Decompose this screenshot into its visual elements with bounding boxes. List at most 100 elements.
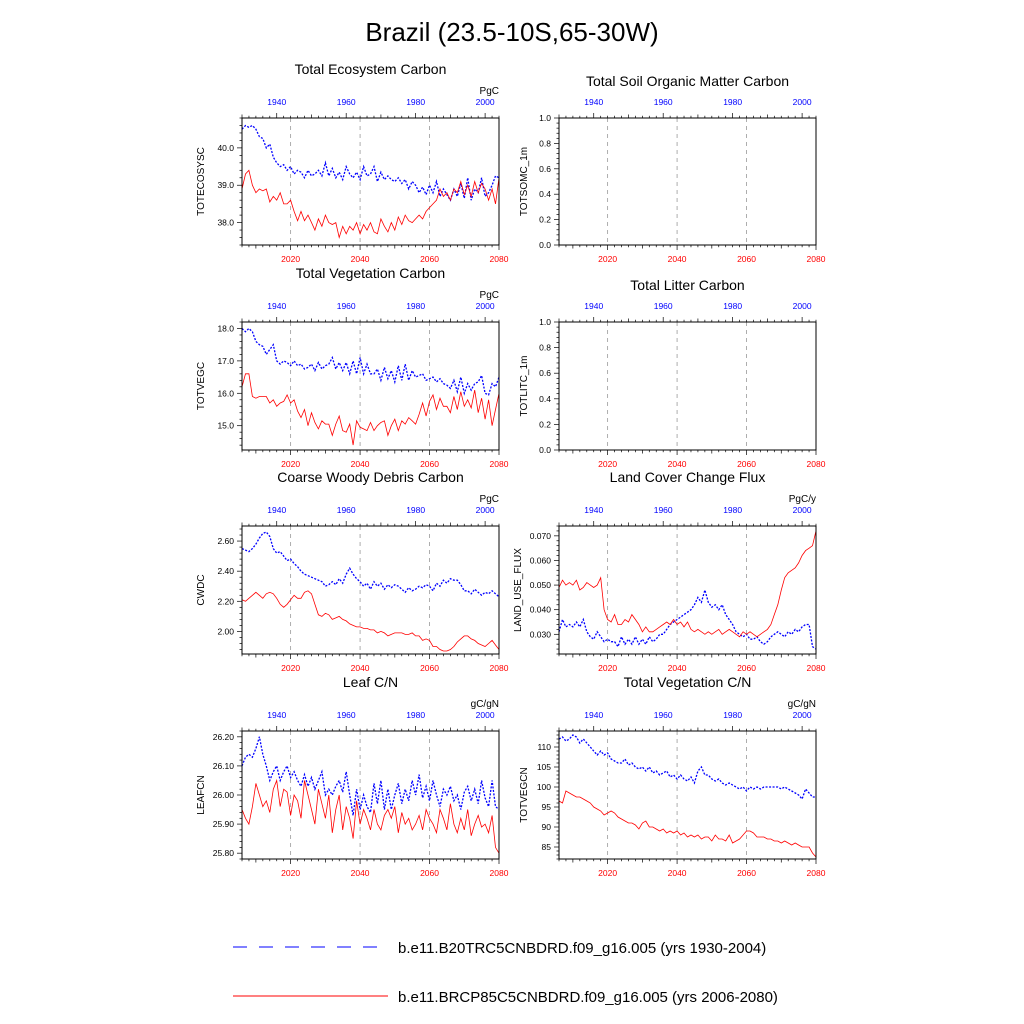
x-bottom-tick-label: 2060 [737, 459, 756, 469]
x-bottom-tick-label: 2080 [807, 663, 826, 673]
series-line-historical [241, 531, 500, 598]
x-bottom-tick-label: 2080 [807, 459, 826, 469]
panel-title: Total Soil Organic Matter Carbon [586, 73, 789, 89]
y-tick-label: 16.0 [217, 388, 234, 398]
x-bottom-tick-label: 2060 [420, 663, 439, 673]
panel-title: Coarse Woody Debris Carbon [277, 469, 464, 485]
x-top-tick-label: 1960 [654, 97, 673, 107]
x-bottom-tick-label: 2020 [281, 459, 300, 469]
y-tick-label: 0.8 [539, 138, 551, 148]
series-line-historical [558, 734, 816, 801]
x-top-tick-label: 2000 [793, 710, 812, 720]
panel-units: PgC/y [789, 494, 816, 505]
panel-units: PgC [480, 494, 499, 505]
panel-title: Land Cover Change Flux [610, 469, 766, 485]
y-tick-label: 2.20 [217, 596, 234, 606]
panel-title: Total Vegetation Carbon [296, 265, 445, 281]
y-tick-label: 0.6 [539, 164, 551, 174]
y-tick-label: 2.60 [217, 536, 234, 546]
x-bottom-tick-label: 2020 [598, 459, 617, 469]
legend: b.e11.B20TRC5CNBDRD.f09_g16.005 (yrs 193… [233, 940, 778, 1006]
y-tick-label: 15.0 [217, 421, 234, 431]
x-top-tick-label: 2000 [476, 505, 495, 515]
y-tick-label: 26.00 [213, 790, 235, 800]
x-top-tick-label: 2000 [793, 505, 812, 515]
y-tick-label: 26.10 [213, 761, 235, 771]
x-bottom-tick-label: 2040 [351, 459, 370, 469]
x-top-tick-label: 1940 [267, 505, 286, 515]
y-tick-label: 0.4 [539, 189, 551, 199]
panel-title: Total Ecosystem Carbon [295, 61, 447, 77]
y-axis-label: CWDC [196, 574, 207, 605]
y-tick-label: 0.0 [539, 445, 551, 455]
x-bottom-tick-label: 2080 [490, 663, 509, 673]
y-tick-label: 40.0 [217, 143, 234, 153]
x-top-tick-label: 1940 [584, 301, 603, 311]
series-line-future [241, 590, 500, 652]
x-top-tick-label: 1980 [723, 301, 742, 311]
y-tick-label: 105 [537, 762, 551, 772]
page-title: Brazil (23.5-10S,65-30W) [365, 17, 658, 47]
y-tick-label: 17.0 [217, 356, 234, 366]
x-top-tick-label: 1940 [584, 505, 603, 515]
x-top-tick-label: 1940 [267, 97, 286, 107]
x-top-tick-label: 1960 [337, 301, 356, 311]
panel-totvegcn: Total Vegetation C/N gC/gN 2020 2040 2060 208… [519, 674, 826, 878]
x-bottom-tick-label: 2040 [668, 868, 687, 878]
y-tick-label: 85 [542, 842, 552, 852]
y-axis-label: TOTVEGC [196, 362, 207, 410]
x-bottom-tick-label: 2020 [598, 868, 617, 878]
y-tick-label: 2.40 [217, 566, 234, 576]
y-axis-label: LAND_USE_FLUX [513, 548, 524, 632]
x-bottom-tick-label: 2060 [420, 254, 439, 264]
y-axis-label: TOTLITC_1m [519, 356, 530, 417]
x-top-tick-label: 1960 [654, 301, 673, 311]
x-top-tick-label: 1940 [584, 97, 603, 107]
x-bottom-tick-label: 2060 [737, 868, 756, 878]
series-line-historical [241, 327, 500, 396]
x-bottom-tick-label: 2040 [351, 868, 370, 878]
series-line-future [241, 169, 500, 240]
y-axis-label: LEAFCN [196, 775, 207, 814]
panel-title: Total Vegetation C/N [624, 674, 752, 690]
plot-frame [558, 730, 817, 860]
legend-entry-historical: b.e11.B20TRC5CNBDRD.f09_g16.005 (yrs 193… [233, 940, 766, 957]
x-bottom-tick-label: 2020 [281, 254, 300, 264]
x-top-tick-label: 2000 [476, 301, 495, 311]
legend-label-historical: b.e11.B20TRC5CNBDRD.f09_g16.005 (yrs 193… [398, 940, 766, 957]
x-bottom-tick-label: 2020 [281, 663, 300, 673]
x-top-tick-label: 1940 [584, 710, 603, 720]
x-top-tick-label: 1980 [406, 505, 425, 515]
x-bottom-tick-label: 2080 [807, 868, 826, 878]
y-tick-label: 0.4 [539, 394, 551, 404]
x-top-tick-label: 1960 [337, 505, 356, 515]
x-top-tick-label: 2000 [476, 710, 495, 720]
x-top-tick-label: 1980 [723, 710, 742, 720]
panel-units: PgC [480, 86, 499, 97]
panels: Total Ecosystem Carbon PgC 2020 2040 2060 208… [196, 61, 826, 878]
panel-units: gC/gN [788, 699, 816, 710]
series-line-historical [241, 124, 500, 202]
x-top-tick-label: 1960 [337, 710, 356, 720]
legend-entry-future: b.e11.BRCP85C5CNBDRD.f09_g16.005 (yrs 20… [233, 989, 778, 1006]
y-tick-label: 110 [537, 742, 551, 752]
y-tick-label: 0.070 [530, 531, 552, 541]
y-tick-label: 2.00 [217, 626, 234, 636]
panel-units: gC/gN [471, 699, 499, 710]
series-line-historical [558, 587, 817, 650]
panel-title: Leaf C/N [343, 674, 398, 690]
x-bottom-tick-label: 2020 [281, 868, 300, 878]
x-bottom-tick-label: 2060 [737, 254, 756, 264]
x-bottom-tick-label: 2060 [420, 868, 439, 878]
y-tick-label: 90 [542, 822, 552, 832]
y-tick-label: 39.0 [217, 180, 234, 190]
x-top-tick-label: 1980 [406, 710, 425, 720]
x-top-tick-label: 1960 [337, 97, 356, 107]
x-top-tick-label: 1940 [267, 301, 286, 311]
y-tick-label: 0.040 [530, 605, 552, 615]
legend-label-future: b.e11.BRCP85C5CNBDRD.f09_g16.005 (yrs 20… [398, 989, 778, 1006]
x-top-tick-label: 1980 [723, 97, 742, 107]
x-bottom-tick-label: 2040 [351, 663, 370, 673]
y-tick-label: 26.20 [213, 732, 235, 742]
